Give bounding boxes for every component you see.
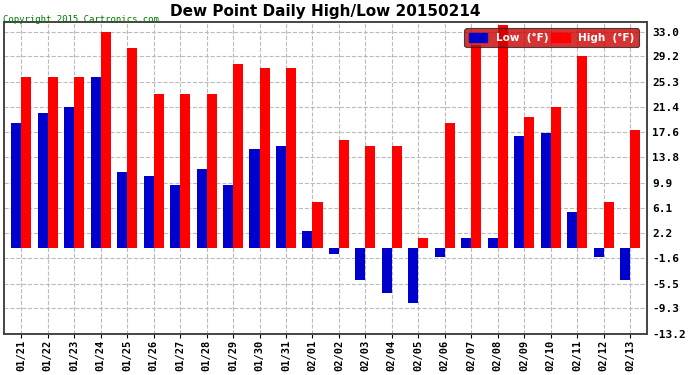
- Bar: [497, 25, 508, 248]
- Bar: [593, 248, 604, 257]
- Bar: [339, 140, 349, 248]
- Bar: [392, 146, 402, 248]
- Bar: [366, 146, 375, 248]
- Bar: [223, 185, 233, 248]
- Bar: [11, 123, 21, 248]
- Bar: [154, 94, 164, 248]
- Bar: [101, 32, 111, 248]
- Bar: [170, 185, 180, 248]
- Bar: [435, 248, 445, 257]
- Bar: [355, 248, 366, 280]
- Title: Dew Point Daily High/Low 20150214: Dew Point Daily High/Low 20150214: [170, 4, 481, 19]
- Bar: [577, 56, 587, 248]
- Bar: [620, 248, 630, 280]
- Bar: [144, 176, 154, 248]
- Bar: [75, 77, 84, 248]
- Bar: [630, 130, 640, 248]
- Bar: [48, 77, 58, 248]
- Bar: [197, 169, 206, 248]
- Bar: [471, 45, 482, 248]
- Bar: [604, 202, 613, 248]
- Bar: [461, 238, 471, 248]
- Bar: [276, 146, 286, 248]
- Bar: [286, 68, 296, 248]
- Bar: [488, 238, 497, 248]
- Bar: [551, 107, 561, 248]
- Bar: [206, 94, 217, 248]
- Bar: [127, 48, 137, 248]
- Bar: [418, 238, 428, 248]
- Text: Copyright 2015 Cartronics.com: Copyright 2015 Cartronics.com: [3, 15, 159, 24]
- Bar: [250, 149, 259, 248]
- Bar: [21, 77, 32, 248]
- Bar: [180, 94, 190, 248]
- Bar: [90, 77, 101, 248]
- Bar: [408, 248, 418, 303]
- Bar: [313, 202, 322, 248]
- Bar: [117, 172, 127, 248]
- Bar: [329, 248, 339, 254]
- Bar: [514, 136, 524, 248]
- Bar: [382, 248, 392, 293]
- Bar: [259, 68, 270, 248]
- Bar: [524, 117, 534, 248]
- Bar: [445, 123, 455, 248]
- Bar: [38, 113, 48, 248]
- Bar: [302, 231, 313, 248]
- Bar: [233, 64, 243, 248]
- Legend: Low  (°F), High  (°F): Low (°F), High (°F): [464, 28, 639, 47]
- Bar: [567, 211, 577, 248]
- Bar: [64, 107, 75, 248]
- Bar: [540, 133, 551, 248]
